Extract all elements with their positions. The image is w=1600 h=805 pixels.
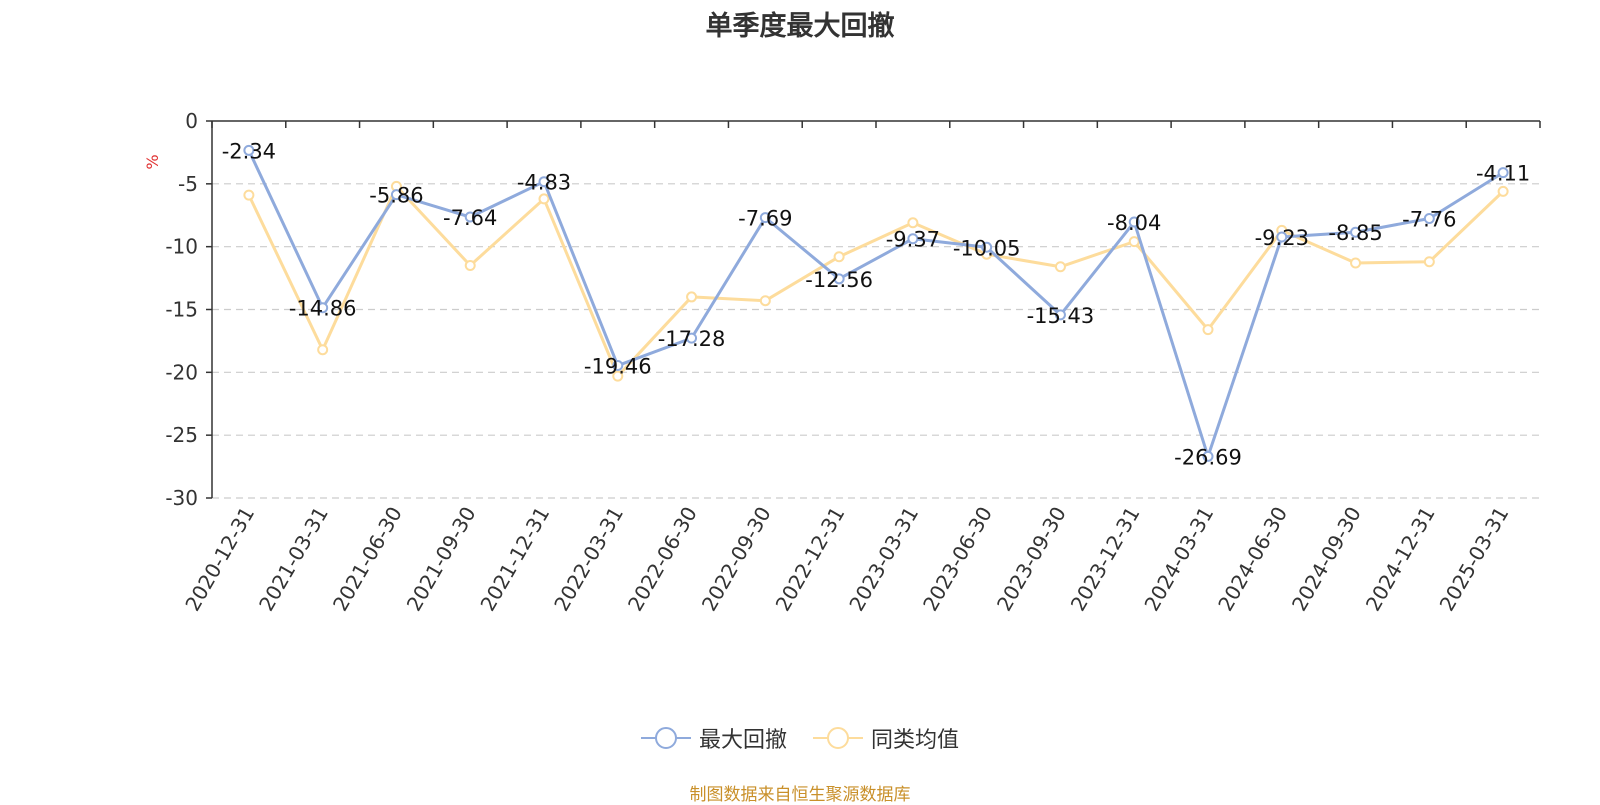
x-tick-label: 2021-06-30 xyxy=(328,503,407,616)
x-tick-label: 2022-12-31 xyxy=(771,503,850,616)
x-tick-label: 2022-09-30 xyxy=(697,503,776,616)
data-point-peer-average xyxy=(1128,236,1140,248)
data-label: -8.85 xyxy=(1328,221,1382,245)
data-point-drawdown xyxy=(907,233,919,245)
y-tick-label: 0 xyxy=(185,109,198,133)
data-point-drawdown xyxy=(1054,309,1066,321)
data-label: -9.23 xyxy=(1255,226,1309,250)
data-point-drawdown xyxy=(1276,231,1288,243)
data-point-drawdown xyxy=(833,273,845,285)
x-tick-label: 2024-12-31 xyxy=(1361,503,1440,616)
x-tick-label: 2024-06-30 xyxy=(1213,503,1292,616)
data-label: -7.64 xyxy=(443,206,497,230)
data-label: -9.37 xyxy=(886,228,940,252)
data-point-drawdown xyxy=(1423,213,1435,225)
x-tick-label: 2023-03-31 xyxy=(844,503,923,616)
data-point-drawdown xyxy=(612,360,624,372)
x-tick-label: 2023-09-30 xyxy=(992,503,1071,616)
data-label: -5.86 xyxy=(369,184,423,208)
x-tick-label: 2023-12-31 xyxy=(1066,503,1145,616)
data-point-drawdown xyxy=(759,212,771,224)
y-tick-label: -25 xyxy=(165,423,198,447)
y-tick-label: -15 xyxy=(165,298,198,322)
data-point-drawdown xyxy=(464,211,476,223)
data-point-peer-average xyxy=(907,217,919,229)
source-note: 制图数据来自恒生聚源数据库 xyxy=(689,785,911,805)
y-tick-label: -10 xyxy=(165,235,198,259)
data-point-peer-average xyxy=(538,193,550,205)
grid-layer xyxy=(212,183,1540,499)
data-label: -12.56 xyxy=(805,268,873,292)
data-label: -19.46 xyxy=(584,355,652,379)
data-point-peer-average xyxy=(833,251,845,263)
data-point-peer-average xyxy=(1350,257,1362,269)
data-point-peer-average xyxy=(1054,261,1066,273)
x-tick-label: 2023-06-30 xyxy=(918,503,997,616)
data-point-peer-average xyxy=(1497,185,1509,197)
data-point-drawdown xyxy=(1350,226,1362,238)
legend-label-drawdown: 最大回撤 xyxy=(698,728,787,753)
x-tick-label: 2022-03-31 xyxy=(549,503,628,616)
series-layer xyxy=(243,144,1509,462)
x-tick-label: 2021-03-31 xyxy=(254,503,333,616)
x-tick-label: 2021-09-30 xyxy=(402,503,481,616)
data-point-peer-average xyxy=(1423,256,1435,268)
series-line-peer-average xyxy=(247,184,1505,378)
data-label: -2.34 xyxy=(222,139,276,163)
y-axis-unit: % xyxy=(143,154,162,169)
data-point-peer-average xyxy=(1202,324,1214,336)
legend-item-drawdown[interactable]: 最大回撤 xyxy=(640,722,787,754)
data-label: -4.11 xyxy=(1476,162,1530,186)
chart-title: 单季度最大回撤 xyxy=(705,11,895,42)
data-point-peer-average xyxy=(686,291,698,303)
data-label-layer: -2.34 -14.86 -5.86 -7.64 -4.83 -19.46-17.28 -7… xyxy=(222,139,1531,469)
legend-item-peer-average[interactable]: 同类均值 xyxy=(813,722,959,754)
data-point-drawdown xyxy=(243,144,255,156)
y-tick-label: -5 xyxy=(178,172,198,196)
data-label: -26.69 xyxy=(1174,445,1242,469)
data-point-peer-average xyxy=(759,295,771,307)
data-label: -8.04 xyxy=(1107,211,1161,235)
legend-label-peer-average: 同类均值 xyxy=(871,728,960,753)
data-point-drawdown xyxy=(317,302,329,314)
data-label: -4.83 xyxy=(517,171,571,195)
y-tick-label: -30 xyxy=(165,486,198,510)
legend-marker-peer-average xyxy=(813,727,863,749)
legend: 最大回撤 同类均值 xyxy=(0,722,1600,754)
data-label: -7.76 xyxy=(1402,208,1456,232)
legend-marker-drawdown xyxy=(640,727,691,749)
data-point-peer-average xyxy=(243,189,255,201)
x-tick-label: 2021-12-31 xyxy=(475,503,554,616)
data-point-drawdown xyxy=(1128,216,1140,228)
data-label: -17.28 xyxy=(658,327,726,351)
line-chart: 0-5-10-15-20-25-302020-12-312021-03-3120… xyxy=(143,109,1541,616)
x-tick-label: 2020-12-31 xyxy=(180,503,259,616)
data-point-peer-average xyxy=(612,370,624,382)
data-point-drawdown xyxy=(390,189,402,201)
data-label: -10.05 xyxy=(953,236,1021,260)
x-tick-label: 2024-09-30 xyxy=(1287,503,1366,616)
data-label: -15.43 xyxy=(1027,304,1095,328)
x-tick-label: 2024-03-31 xyxy=(1139,503,1218,616)
data-point-drawdown xyxy=(1497,167,1509,179)
x-tick-label: 2025-03-31 xyxy=(1435,503,1514,616)
data-point-drawdown xyxy=(538,176,550,188)
data-point-drawdown xyxy=(686,332,698,344)
data-label: -7.69 xyxy=(738,207,792,231)
data-label: -14.86 xyxy=(289,297,357,321)
series-line-drawdown xyxy=(247,149,1504,458)
data-point-drawdown xyxy=(981,241,993,253)
data-point-drawdown xyxy=(1202,450,1214,462)
x-tick-label: 2022-06-30 xyxy=(623,503,702,616)
data-point-peer-average xyxy=(317,344,329,356)
data-point-peer-average xyxy=(464,260,476,272)
y-tick-label: -20 xyxy=(165,360,198,384)
